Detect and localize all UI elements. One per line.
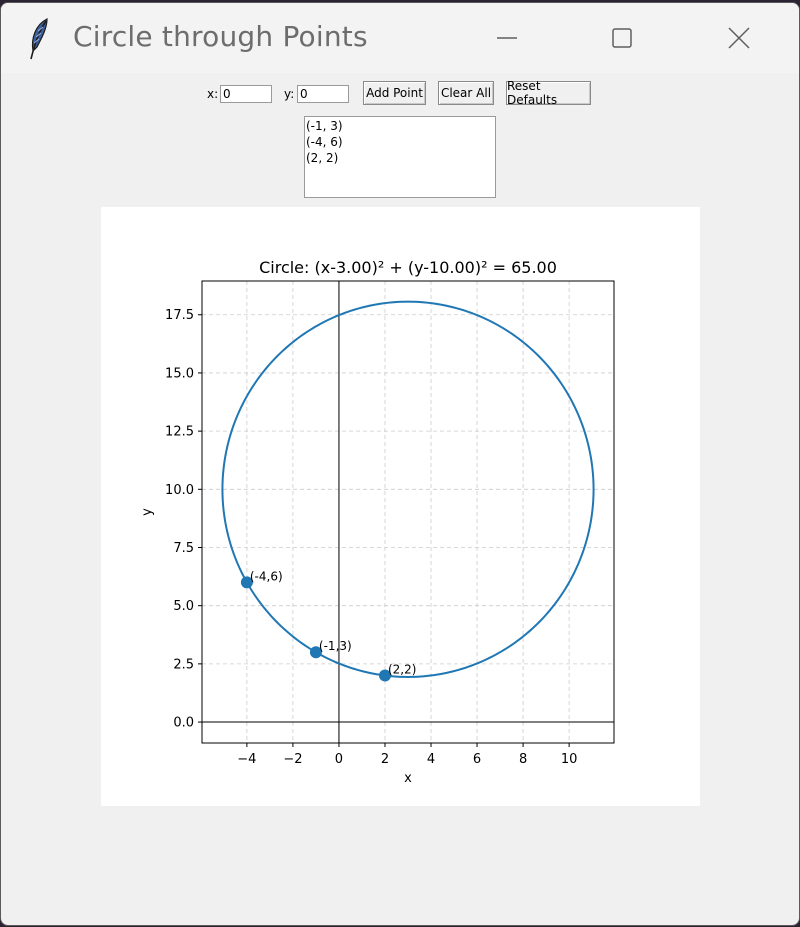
window-title: Circle through Points bbox=[73, 20, 368, 53]
feather-icon bbox=[30, 18, 48, 60]
points-listbox[interactable]: (-1, 3) (-4, 6) (2, 2) bbox=[304, 116, 496, 198]
x-tick-label: −4 bbox=[237, 752, 256, 767]
x-tick-label: 6 bbox=[473, 752, 481, 767]
list-item[interactable]: (-4, 6) bbox=[306, 135, 343, 149]
point-label: (2,2) bbox=[388, 663, 416, 677]
data-point bbox=[240, 576, 253, 589]
x-tick-label: −2 bbox=[283, 752, 302, 767]
x-label: x: bbox=[207, 87, 219, 101]
plot-frame bbox=[201, 280, 615, 744]
plot-figure: (-4,6) (-1,3) (2,2) −4 −2 0 2 4 6 8 10 0.0 2.5 5.0 7… bbox=[101, 207, 700, 806]
x-ticks: −4 −2 0 2 4 6 8 10 bbox=[237, 743, 577, 767]
y-tick-label: 17.5 bbox=[165, 308, 194, 323]
x-tick-label: 2 bbox=[381, 752, 389, 767]
circle-series-line bbox=[221, 300, 595, 678]
y-ticks: 0.0 2.5 5.0 7.5 10.0 12.5 15.0 17.5 bbox=[165, 308, 202, 731]
y-tick-label: 2.5 bbox=[173, 657, 194, 672]
y-input[interactable]: 0 bbox=[297, 85, 349, 103]
y-tick-label: 7.5 bbox=[173, 541, 194, 556]
close-button[interactable] bbox=[724, 23, 754, 53]
circle-chart: (-4,6) (-1,3) (2,2) −4 −2 0 2 4 6 8 10 0.0 2.5 5.0 7… bbox=[140, 258, 615, 786]
maximize-icon bbox=[612, 28, 632, 48]
y-tick-label: 12.5 bbox=[165, 425, 194, 440]
x-tick-label: 10 bbox=[561, 752, 578, 767]
add-point-button[interactable]: Add Point bbox=[363, 81, 426, 105]
y-axis-label: y bbox=[140, 508, 155, 516]
x-axis-label: x bbox=[404, 771, 412, 786]
clear-all-button[interactable]: Clear All bbox=[438, 81, 494, 105]
x-tick-label: 8 bbox=[519, 752, 527, 767]
title-bar[interactable]: Circle through Points bbox=[1, 3, 799, 73]
y-tick-label: 5.0 bbox=[173, 599, 194, 614]
minimize-icon bbox=[497, 37, 517, 39]
reset-defaults-button[interactable]: Reset Defaults bbox=[506, 79, 591, 107]
maximize-button[interactable] bbox=[607, 23, 637, 53]
list-item[interactable]: (-1, 3) bbox=[306, 119, 343, 133]
y-tick-label: 15.0 bbox=[165, 366, 194, 381]
data-point bbox=[378, 669, 391, 682]
chart-title: Circle: (x-3.00)² + (y-10.00)² = 65.00 bbox=[259, 258, 557, 277]
data-point bbox=[309, 646, 322, 659]
x-tick-label: 0 bbox=[335, 752, 343, 767]
grid bbox=[202, 281, 614, 743]
data-points: (-4,6) (-1,3) (2,2) bbox=[240, 569, 416, 682]
x-input[interactable]: 0 bbox=[220, 85, 272, 103]
point-label: (-1,3) bbox=[319, 639, 352, 653]
axes-lines bbox=[202, 281, 614, 743]
y-label: y: bbox=[284, 87, 295, 101]
list-item[interactable]: (2, 2) bbox=[306, 151, 339, 165]
y-tick-label: 10.0 bbox=[165, 483, 194, 498]
y-tick-label: 0.0 bbox=[173, 716, 194, 731]
x-tick-label: 4 bbox=[427, 752, 435, 767]
minimize-button[interactable] bbox=[492, 23, 522, 53]
point-label: (-4,6) bbox=[250, 569, 283, 583]
close-icon bbox=[728, 27, 750, 49]
